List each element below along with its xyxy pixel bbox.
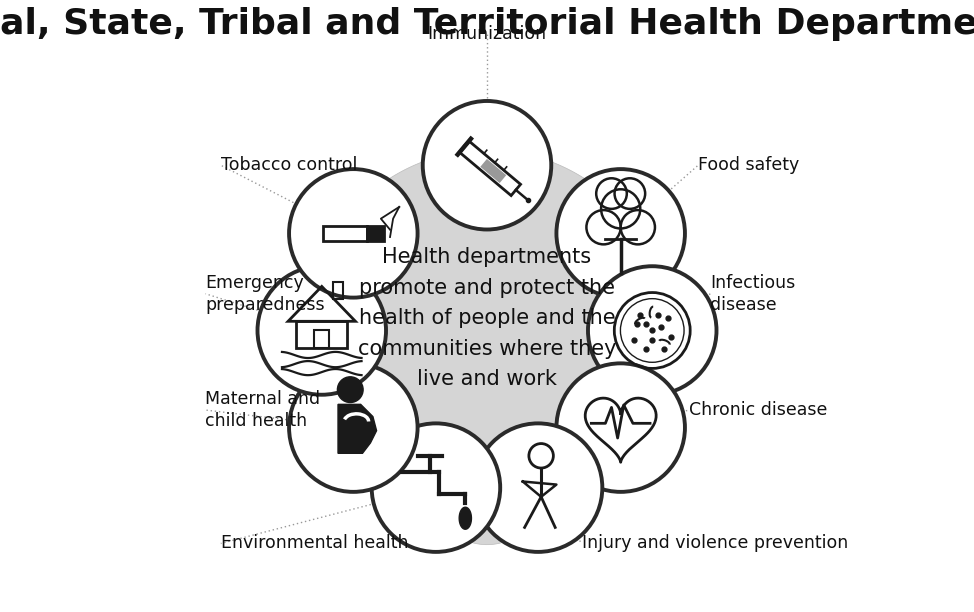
Bar [367, 226, 384, 241]
Bar [333, 282, 343, 299]
Circle shape [556, 169, 685, 297]
Text: Environmental health: Environmental health [221, 534, 408, 553]
Text: Injury and violence prevention: Injury and violence prevention [581, 534, 848, 553]
Bar [296, 321, 348, 348]
Circle shape [337, 377, 363, 403]
Bar [322, 226, 367, 241]
Polygon shape [459, 507, 471, 529]
Text: Health departments
promote and protect the
health of people and the
communities : Health departments promote and protect t… [357, 247, 617, 389]
Circle shape [556, 364, 685, 492]
Text: Local, State, Tribal and Territorial Health Departments: Local, State, Tribal and Territorial Hea… [0, 7, 974, 42]
Text: Immunization: Immunization [428, 24, 546, 43]
Bar [315, 330, 329, 348]
Circle shape [423, 101, 551, 230]
Text: Infectious
disease: Infectious disease [710, 274, 796, 314]
Circle shape [588, 266, 717, 395]
Text: Tobacco control: Tobacco control [221, 156, 357, 174]
Circle shape [473, 424, 602, 552]
Circle shape [257, 266, 386, 395]
Text: Emergency
preparedness: Emergency preparedness [206, 274, 325, 314]
Circle shape [289, 364, 418, 492]
Circle shape [289, 169, 418, 297]
Polygon shape [307, 150, 667, 545]
Circle shape [372, 424, 501, 552]
Text: Chronic disease: Chronic disease [689, 401, 827, 419]
Text: Food safety: Food safety [698, 156, 800, 174]
Polygon shape [480, 159, 506, 183]
Polygon shape [338, 405, 377, 453]
Text: Maternal and
child health: Maternal and child health [206, 390, 320, 430]
